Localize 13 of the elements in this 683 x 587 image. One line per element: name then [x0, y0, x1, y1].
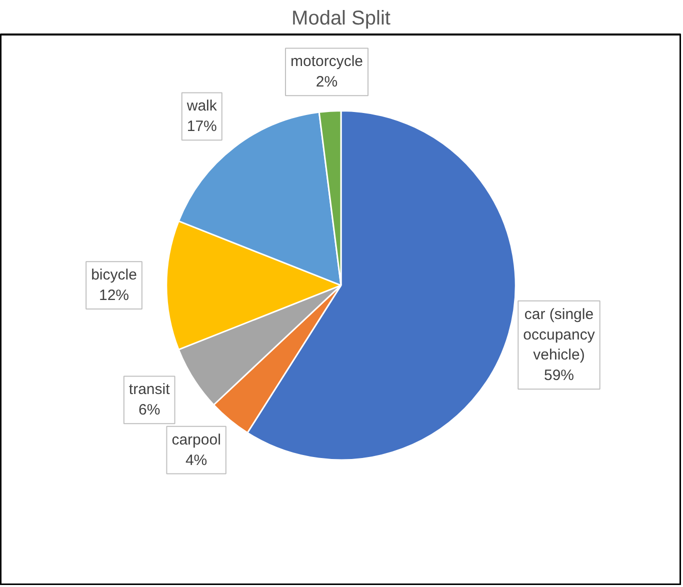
data-label: 59%	[544, 367, 574, 384]
slice-label: bicycle	[91, 266, 137, 284]
slice-label: transit	[128, 381, 171, 398]
data-label: 12%	[98, 287, 130, 304]
data-label: 4%	[185, 452, 208, 469]
chart-title: Modal Split	[292, 8, 391, 30]
slice-label: walk	[186, 98, 218, 115]
data-label: 6%	[138, 402, 160, 419]
slice-label: car (single occupancy vehicle)	[523, 306, 596, 364]
slice-label: motorcycle	[290, 53, 364, 70]
slice-label: carpool	[172, 431, 221, 448]
data-label: 17%	[186, 118, 217, 136]
data-label: 2%	[316, 74, 338, 91]
